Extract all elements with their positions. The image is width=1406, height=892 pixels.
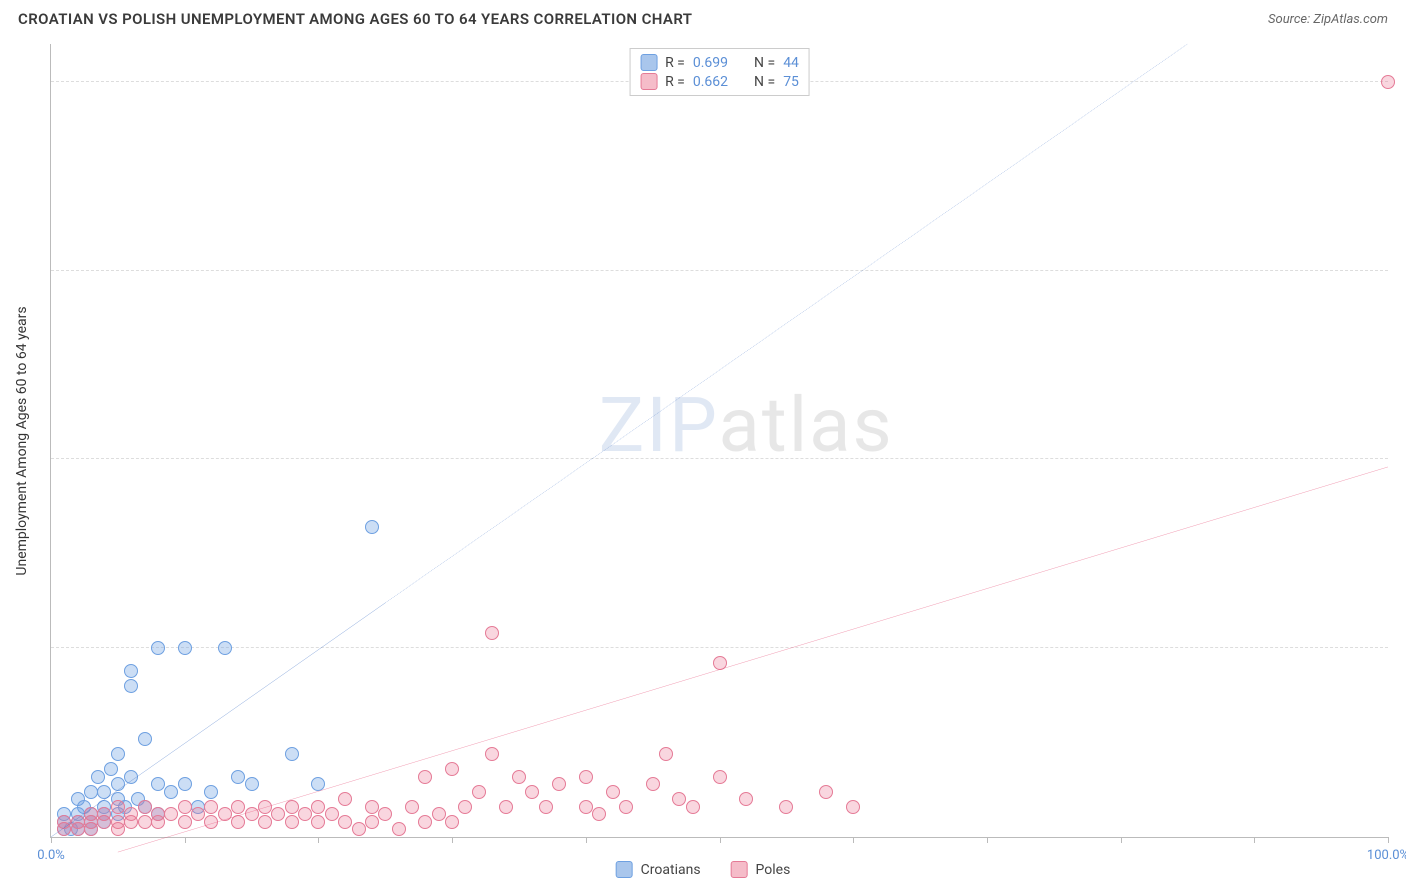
legend-swatch [731,861,748,878]
trend-line [118,467,1388,852]
x-tick [720,837,721,843]
source-credit: Source: ZipAtlas.com [1268,12,1388,27]
r-value: 0.699 [693,55,728,71]
n-value: 44 [783,55,799,71]
r-label: R = [665,74,685,90]
legend-item: Poles [731,861,791,878]
n-label: N = [754,55,775,71]
legend-item: Croatians [616,861,701,878]
legend-swatch [640,73,657,90]
legend: Croatians Poles [616,861,791,878]
n-label: N = [754,74,775,90]
x-tick [1388,837,1389,843]
correlation-box: R = 0.699 N = 44 R = 0.662 N = 75 [629,48,810,96]
x-tick-label: 0.0% [37,848,65,863]
x-tick [1254,837,1255,843]
legend-swatch [640,54,657,71]
trend-lines-layer [51,44,1388,837]
chart-area: Unemployment Among Ages 60 to 64 years Z… [50,44,1388,838]
y-axis-label: Unemployment Among Ages 60 to 64 years [14,306,30,575]
x-tick [1121,837,1122,843]
chart-title: CROATIAN VS POLISH UNEMPLOYMENT AMONG AG… [18,10,692,28]
r-label: R = [665,55,685,71]
plot-region: ZIPatlas R =0.699N =44R =0.662N =75 25.0… [50,44,1388,838]
x-tick [853,837,854,843]
x-tick [987,837,988,843]
correlation-row: R = 0.662 N = 75 [640,72,799,91]
trend-line [385,44,1187,603]
x-tick [452,837,453,843]
correlation-row: R = 0.699 N = 44 [640,53,799,72]
legend-label: Croatians [641,862,701,878]
x-tick [51,837,52,843]
legend-label: Poles [756,862,791,878]
trend-line [51,603,385,837]
n-value: 75 [783,74,799,90]
r-value: 0.662 [693,74,728,90]
x-tick-label: 100.0% [1367,848,1406,863]
x-tick [318,837,319,843]
x-tick [586,837,587,843]
legend-swatch [616,861,633,878]
x-tick [185,837,186,843]
